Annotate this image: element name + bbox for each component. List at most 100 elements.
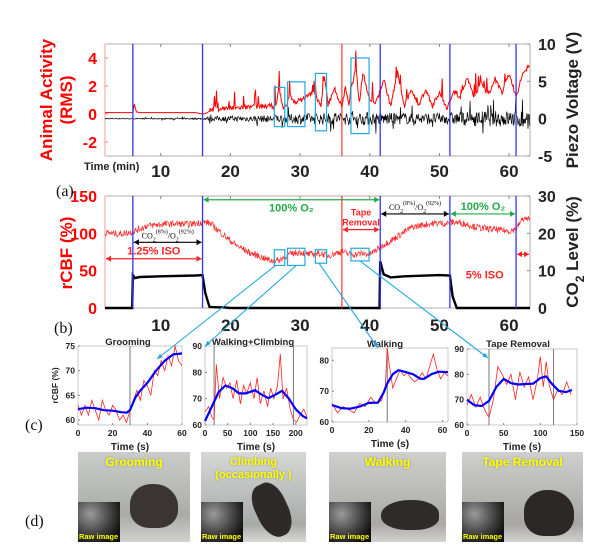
annotation-range-arrow-head-right bbox=[524, 251, 529, 258]
y-left-tick-label: 50 bbox=[79, 264, 97, 281]
x-tick-label: 150 bbox=[570, 428, 584, 438]
photo-caption: Grooming bbox=[105, 455, 163, 469]
x-tick-label: 20 bbox=[221, 162, 240, 181]
annotation-range-arrow-head-right bbox=[510, 210, 516, 217]
x-tick-label: 200 bbox=[289, 428, 303, 438]
roi-connector-arrowhead bbox=[482, 352, 488, 358]
roi-connector-line bbox=[156, 265, 276, 360]
subplot-title: Grooming bbox=[105, 337, 151, 348]
y-right-tick-label: 20 bbox=[538, 226, 556, 243]
x-axis-label: Time (s) bbox=[237, 442, 275, 453]
y-tick-label: 75 bbox=[66, 341, 76, 351]
annotation-label: 5% ISO bbox=[466, 269, 504, 281]
raw-image-label: Raw image bbox=[202, 532, 242, 541]
y-left-tick-label: 0 bbox=[88, 107, 97, 124]
y-tick-label: 90 bbox=[193, 341, 203, 351]
y-tick-label: 65 bbox=[66, 390, 76, 400]
y-tick-label: 60 bbox=[455, 420, 465, 430]
mouse-shape bbox=[524, 490, 574, 536]
y-right-tick-label: 10 bbox=[538, 264, 556, 281]
y-right-tick-label: 10 bbox=[538, 37, 556, 54]
raw-rcbf-series bbox=[204, 353, 308, 424]
y-left-axis-label-line2: (RMS) bbox=[57, 75, 76, 124]
roi-connector-arrowhead bbox=[157, 353, 163, 359]
annotation-range-arrow-head-left bbox=[203, 196, 209, 203]
y-tick-label: 90 bbox=[455, 344, 465, 354]
annotation-range-arrow-head-left bbox=[381, 210, 387, 217]
x-tick-label: 40 bbox=[401, 425, 411, 435]
x-axis-label: Time (s) bbox=[371, 439, 409, 450]
roi-box bbox=[273, 86, 286, 128]
x-tick-label: 30 bbox=[291, 162, 310, 181]
tape-removal-label-line2: Removal bbox=[342, 218, 380, 228]
panel-c-charts: Grooming 0 20 40 60 60 65 70 75 Time (s) rCBF (%) W… bbox=[50, 337, 584, 453]
gas-mix-part: CO bbox=[389, 203, 400, 212]
y-tick-label: 80 bbox=[320, 355, 330, 365]
annotation-label: 100% O₂ bbox=[461, 201, 506, 213]
y-tick-label: 70 bbox=[320, 386, 330, 396]
x-tick-label: 100 bbox=[243, 428, 257, 438]
tape-removal-label: Tape Removal bbox=[342, 208, 380, 228]
roi-connector-arrowhead bbox=[372, 342, 378, 348]
y-left-tick-label: -2 bbox=[83, 135, 97, 152]
subplot-title: Walking+Climbing bbox=[212, 337, 294, 348]
piezo-voltage-series bbox=[104, 98, 531, 134]
x-tick-label: 20 bbox=[364, 425, 374, 435]
raw-image-label: Raw image bbox=[463, 532, 503, 541]
gas-mix-part: (8%) bbox=[403, 200, 415, 207]
y-left-tick-label: 100 bbox=[70, 226, 97, 243]
y-tick-label: 70 bbox=[455, 395, 465, 405]
panel-label-c: (c) bbox=[25, 417, 43, 434]
gas-mix-part: CO bbox=[142, 231, 153, 240]
annotation-label: 1.25% ISO bbox=[127, 246, 181, 258]
y-tick-label: 60 bbox=[193, 420, 203, 430]
panel-c-subplot-walking-climbing: Walking+Climbing 0 50 100 150 200 60 70 80 90 Time… bbox=[193, 337, 308, 453]
x-tick-label: 0 bbox=[203, 428, 208, 438]
roi-box bbox=[286, 81, 306, 128]
x-axis-label: Time (min) bbox=[84, 161, 140, 173]
raw-rcbf-series bbox=[466, 356, 572, 419]
gas-mix-part: (92%) bbox=[179, 228, 194, 235]
y-right-tick-label: 0 bbox=[538, 301, 547, 318]
x-tick-label: 0 bbox=[330, 425, 335, 435]
x-tick-label: 0 bbox=[76, 428, 81, 438]
subplot-title: Tape Removal bbox=[486, 339, 550, 350]
x-tick-label: 50 bbox=[430, 162, 449, 181]
roi-box bbox=[314, 72, 328, 132]
mouse-shape bbox=[130, 484, 178, 528]
photo-grooming: Grooming Raw image bbox=[78, 452, 190, 542]
annotation-range-arrow-head-left bbox=[450, 210, 456, 217]
co2-level-series bbox=[105, 260, 530, 310]
mouse-shape bbox=[381, 500, 439, 530]
x-tick-label: 60 bbox=[438, 425, 448, 435]
roi-box bbox=[314, 249, 328, 264]
x-tick-label: 40 bbox=[360, 162, 379, 181]
x-tick-label: 10 bbox=[151, 162, 170, 181]
y-right-tick-label: 5 bbox=[538, 74, 547, 91]
gas-mix-part: (92%) bbox=[426, 200, 441, 207]
x-tick-label: 50 bbox=[223, 428, 233, 438]
y-left-axis-label-line1: Animal Activity bbox=[37, 38, 56, 161]
x-tick-label: 20 bbox=[108, 428, 118, 438]
y-right-tick-label: -5 bbox=[538, 149, 552, 166]
x-tick-label: 60 bbox=[500, 162, 519, 181]
panel-label-a: (a) bbox=[56, 183, 74, 200]
annotation-range-arrow-head-left bbox=[106, 255, 111, 262]
roi-connector-line bbox=[318, 262, 379, 349]
panel-label-d: (d) bbox=[25, 513, 44, 530]
x-tick-label: 100 bbox=[533, 428, 547, 438]
roi-connector-arrowhead bbox=[205, 340, 211, 346]
mouse-shape bbox=[245, 477, 299, 542]
x-axis-label: Time (s) bbox=[111, 442, 149, 453]
y-left-tick-label: 2 bbox=[88, 79, 97, 96]
y-tick-label: 60 bbox=[320, 417, 330, 427]
photo-climbing: Climbing (occasionally ) Raw image bbox=[201, 452, 306, 542]
y-left-tick-label: 150 bbox=[70, 189, 97, 206]
photo-tape-removal: Tape Removal Raw image bbox=[462, 452, 583, 542]
panel-b-chart: 10 20 30 40 50 60 0 50 100 150 0 10 20 30 rCBF (%) CO2 … bbox=[57, 189, 587, 335]
photo-caption: Walking bbox=[364, 455, 411, 469]
y-right-label-rest: Level (%) bbox=[563, 196, 582, 275]
raw-image-label: Raw image bbox=[79, 532, 119, 541]
y-right-label-sub: 2 bbox=[573, 275, 587, 282]
panel-c-subplot-walking: Walking 0 20 40 60 60 70 80 Time (s) bbox=[320, 339, 449, 450]
